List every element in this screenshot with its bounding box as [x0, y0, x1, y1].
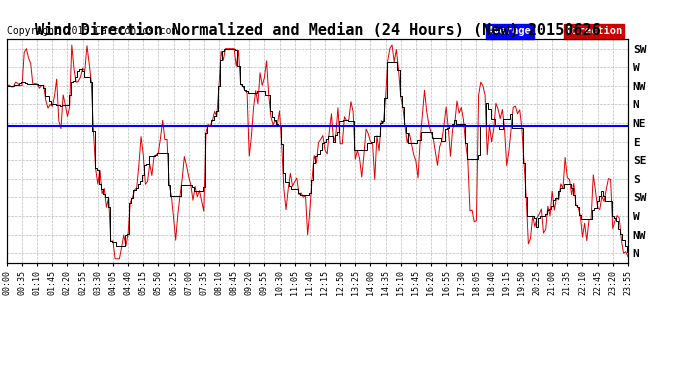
- Text: Direction: Direction: [566, 27, 622, 36]
- Text: Average: Average: [489, 27, 532, 36]
- Title: Wind Direction Normalized and Median (24 Hours) (New) 20150626: Wind Direction Normalized and Median (24…: [34, 23, 600, 38]
- Text: Copyright 2015 Cartronics.com: Copyright 2015 Cartronics.com: [7, 27, 177, 36]
